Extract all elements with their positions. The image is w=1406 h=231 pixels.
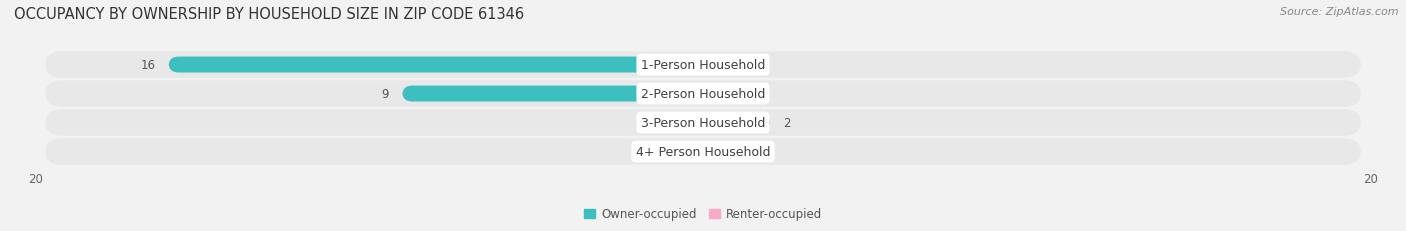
Text: 1: 1 <box>749 88 758 101</box>
Text: 1-Person Household: 1-Person Household <box>641 59 765 72</box>
FancyBboxPatch shape <box>45 110 1361 136</box>
FancyBboxPatch shape <box>402 86 703 102</box>
FancyBboxPatch shape <box>45 139 1361 165</box>
FancyBboxPatch shape <box>703 57 737 73</box>
FancyBboxPatch shape <box>169 57 703 73</box>
Text: 0: 0 <box>720 145 727 158</box>
Text: 9: 9 <box>381 88 389 101</box>
Text: 3-Person Household: 3-Person Household <box>641 116 765 130</box>
Text: OCCUPANCY BY OWNERSHIP BY HOUSEHOLD SIZE IN ZIP CODE 61346: OCCUPANCY BY OWNERSHIP BY HOUSEHOLD SIZE… <box>14 7 524 22</box>
FancyBboxPatch shape <box>703 115 769 131</box>
Text: 2: 2 <box>783 116 790 130</box>
Text: 2-Person Household: 2-Person Household <box>641 88 765 101</box>
Legend: Owner-occupied, Renter-occupied: Owner-occupied, Renter-occupied <box>583 208 823 221</box>
Text: 1: 1 <box>648 116 657 130</box>
Text: 4+ Person Household: 4+ Person Household <box>636 145 770 158</box>
FancyBboxPatch shape <box>703 86 737 102</box>
Text: Source: ZipAtlas.com: Source: ZipAtlas.com <box>1281 7 1399 17</box>
Text: 1: 1 <box>749 59 758 72</box>
FancyBboxPatch shape <box>45 52 1361 78</box>
Text: 16: 16 <box>141 59 155 72</box>
FancyBboxPatch shape <box>45 81 1361 107</box>
FancyBboxPatch shape <box>669 115 703 131</box>
Text: 0: 0 <box>679 145 686 158</box>
